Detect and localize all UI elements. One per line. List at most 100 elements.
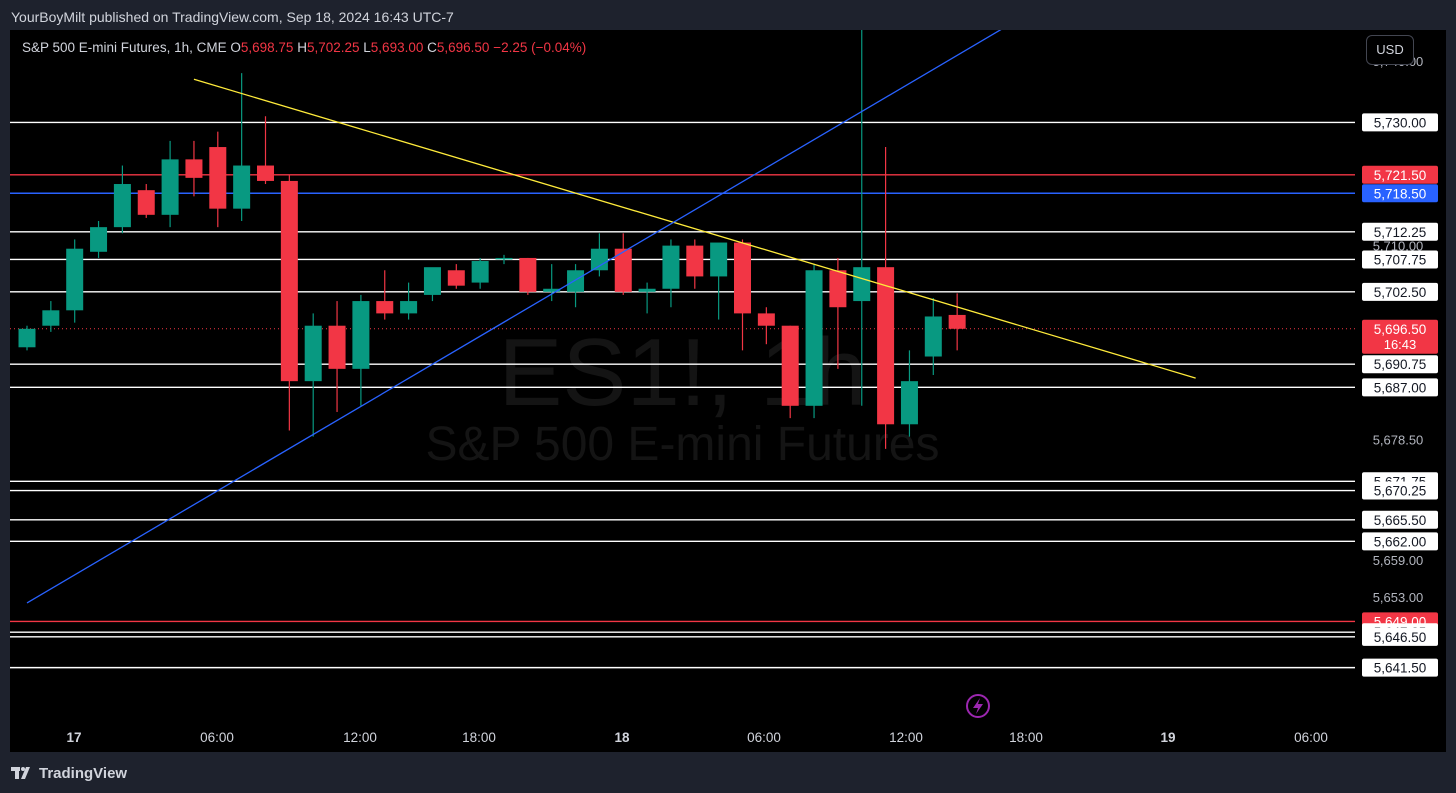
level-badge-bg-11: [1362, 532, 1438, 551]
tradingview-logo-icon: [11, 767, 30, 779]
publisher-caption: YourBoyMilt published on TradingView.com…: [0, 0, 1456, 34]
candle-21: [519, 257, 537, 295]
level-badge-label-15: 5,641.50: [1374, 661, 1427, 676]
x-tick-label-6: 12:00: [889, 730, 923, 745]
candle-body-38: [924, 316, 942, 357]
level-badge-0: 5,730.00: [1362, 113, 1438, 132]
candle-25: [614, 233, 632, 295]
candle-6: [161, 140, 179, 228]
candle-15: [376, 270, 394, 320]
level-badge-label-5: 5,702.50: [1374, 285, 1427, 300]
level-badge-10: 5,665.50: [1362, 510, 1438, 529]
level-badge-15: 5,641.50: [1362, 658, 1438, 677]
x-tick-label-4: 18: [614, 730, 630, 745]
candle-body-2: [66, 248, 84, 311]
chart-area[interactable]: ES1!, 1hS&P 500 E-mini Futures5,740.005,…: [10, 30, 1446, 752]
legend-symbol: S&P 500 E-mini Futures, 1h, CME: [22, 40, 227, 55]
candle-7: [185, 140, 203, 197]
candle-0: [18, 325, 36, 351]
candle-34: [829, 257, 847, 369]
level-badge-label-10: 5,665.50: [1374, 513, 1427, 528]
candle-body-8: [209, 147, 227, 209]
candle-14: [352, 294, 370, 406]
candle-11: [280, 174, 298, 431]
candle-28: [686, 239, 704, 289]
legend-high-label: H: [297, 40, 307, 55]
price-scale-label-3: 5,659.00: [1373, 553, 1424, 568]
candle-18: [447, 264, 465, 289]
price-scale-label-4: 5,653.00: [1373, 590, 1424, 605]
candle-body-14: [352, 301, 370, 369]
candle-17: [423, 267, 441, 302]
candle-body-32: [781, 325, 799, 406]
level-badge-bg-1: [1362, 165, 1438, 184]
candle-body-7: [185, 159, 203, 178]
candle-8: [209, 131, 227, 228]
level-badge-bg-9: [1362, 481, 1438, 500]
level-badge-bg-14: [1362, 627, 1438, 646]
candle-body-11: [280, 180, 298, 382]
candle-23: [567, 264, 585, 308]
level-badge-label-2: 5,718.50: [1374, 186, 1427, 201]
level-badge-label-4: 5,707.75: [1374, 252, 1427, 267]
candle-36: [877, 147, 895, 449]
candle-body-6: [161, 159, 179, 215]
candle-body-20: [495, 257, 513, 260]
candle-39: [948, 293, 966, 351]
price-chart[interactable]: ES1!, 1hS&P 500 E-mini Futures5,740.005,…: [10, 30, 1446, 752]
level-badge-bg-3: [1362, 222, 1438, 241]
level-badge-11: 5,662.00: [1362, 532, 1438, 551]
level-badge-bg-6: [1362, 355, 1438, 374]
candle-body-16: [400, 301, 418, 314]
candle-31: [757, 307, 775, 345]
candle-1: [42, 301, 60, 332]
price-scale-label-1: 5,710.00: [1373, 239, 1424, 254]
candle-body-25: [614, 248, 632, 292]
lightning-icon[interactable]: [966, 694, 990, 718]
legend-open-value: 5,698.75: [240, 40, 294, 55]
level-badge-label-11: 5,662.00: [1374, 534, 1427, 549]
candle-20: [495, 254, 513, 265]
candle-body-13: [328, 325, 346, 369]
candle-body-0: [18, 328, 36, 348]
candle-body-17: [423, 267, 441, 295]
candle-body-35: [853, 267, 871, 302]
candle-12: [304, 313, 322, 437]
legend-close-value: 5,696.50: [436, 40, 490, 55]
trendline-blue: [26, 30, 1002, 604]
ohlc-legend: S&P 500 E-mini Futures, 1h, CME O5,698.7…: [22, 40, 586, 55]
level-badge-label-3: 5,712.25: [1374, 225, 1427, 240]
level-badge-label-14: 5,646.50: [1374, 630, 1427, 645]
candle-body-5: [137, 190, 155, 215]
footer-brand: TradingView: [39, 764, 128, 782]
candle-body-39: [948, 314, 966, 329]
candle-body-22: [543, 288, 561, 292]
level-badge-bg-2: [1362, 184, 1438, 203]
candle-4: [113, 165, 131, 234]
currency-button[interactable]: USD: [1366, 35, 1414, 65]
candle-26: [638, 282, 656, 314]
last-price-countdown: 16:43: [1384, 337, 1417, 352]
candle-35: [853, 30, 871, 406]
level-badge-bg-4: [1362, 250, 1438, 269]
x-tick-label-2: 12:00: [343, 730, 377, 745]
candle-body-9: [233, 165, 251, 209]
candle-33: [805, 264, 823, 419]
candle-3: [90, 220, 108, 258]
candle-2: [66, 239, 84, 323]
watermark-ticker: ES1!, 1h: [498, 319, 866, 426]
level-badge-label-6: 5,690.75: [1374, 357, 1427, 372]
candle-30: [734, 239, 751, 351]
candle-32: [781, 325, 799, 419]
candle-body-12: [304, 325, 322, 382]
level-badge-label-9: 5,670.25: [1374, 484, 1427, 499]
watermark-name: S&P 500 E-mini Futures: [425, 418, 939, 471]
tradingview-logo[interactable]: TradingView: [11, 765, 127, 782]
x-tick-label-1: 06:00: [200, 730, 234, 745]
x-tick-label-9: 06:00: [1294, 730, 1328, 745]
x-tick-label-7: 18:00: [1009, 730, 1043, 745]
candle-body-18: [447, 270, 465, 286]
candle-10: [257, 116, 274, 185]
x-tick-label-8: 19: [1160, 730, 1175, 745]
